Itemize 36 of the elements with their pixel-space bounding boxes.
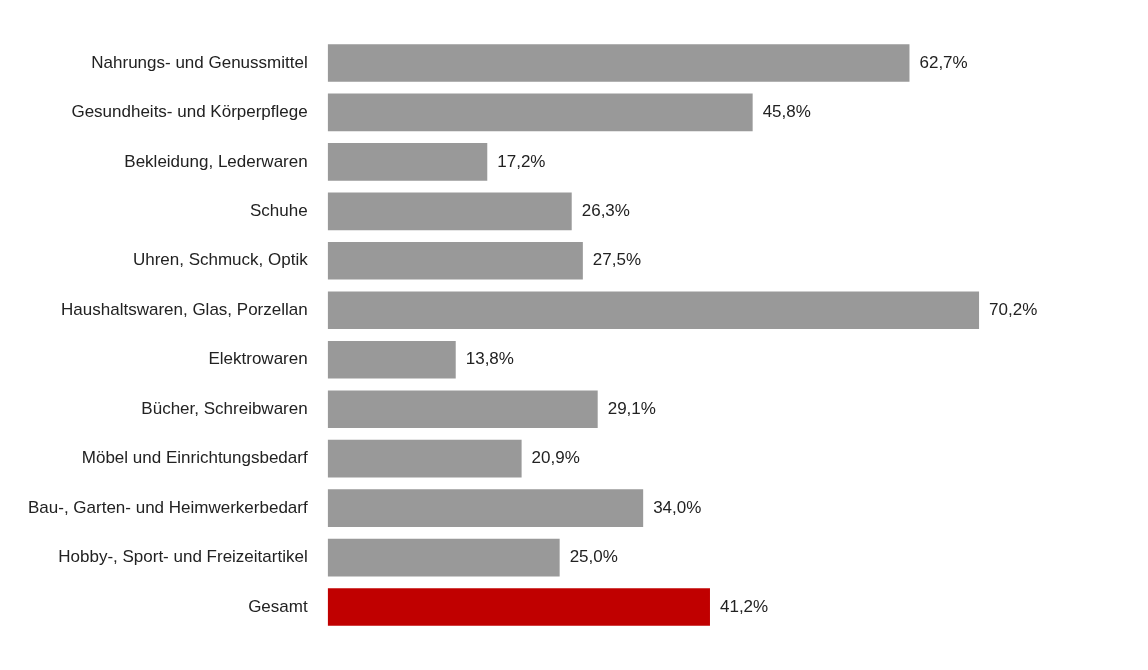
y-tick-label: Nahrungs- und Genussmittel — [91, 52, 308, 72]
bar — [327, 340, 456, 379]
data-label: 29,1% — [607, 398, 656, 418]
bar — [327, 143, 488, 181]
y-tick-label: Elektrowaren — [208, 349, 308, 369]
data-label: 41,2% — [719, 596, 769, 616]
data-label: 17,2% — [497, 151, 546, 171]
data-label: 26,3% — [581, 201, 630, 221]
bar — [327, 588, 710, 626]
data-label: 25,0% — [569, 547, 618, 567]
bar — [327, 439, 522, 478]
y-tick-label: Bekleidung, Lederwaren — [124, 151, 308, 171]
y-tick-label: Bücher, Schreibwaren — [141, 398, 308, 418]
bar — [327, 489, 644, 527]
data-label: 27,5% — [592, 250, 642, 270]
y-tick-label: Hobby-, Sport- und Freizeitartikel — [58, 547, 308, 567]
bar — [327, 242, 583, 280]
y-tick-label: Schuhe — [250, 201, 308, 221]
y-tick-label: Bau-, Garten- und Heimwerkerbedarf — [27, 497, 308, 517]
y-tick-label: Uhren, Schmuck, Optik — [132, 250, 309, 270]
bar — [327, 44, 910, 82]
bar — [327, 192, 572, 231]
data-label: 34,0% — [653, 497, 702, 517]
data-label: 62,7% — [919, 52, 968, 72]
data-label: 13,8% — [465, 349, 514, 369]
data-label: 70,2% — [989, 299, 1038, 319]
y-tick-label: Möbel und Einrichtungsbedarf — [81, 448, 308, 468]
bar — [327, 291, 980, 330]
bar — [327, 93, 753, 132]
bar — [327, 538, 560, 577]
y-tick-label: Haushaltswaren, Glas, Porzellan — [61, 299, 308, 319]
bar — [327, 390, 598, 428]
data-label: 20,9% — [531, 448, 580, 468]
y-tick-label: Gesamt — [248, 596, 308, 616]
data-label: 45,8% — [762, 102, 811, 122]
y-tick-label: Gesundheits- und Körperpflege — [71, 102, 308, 122]
